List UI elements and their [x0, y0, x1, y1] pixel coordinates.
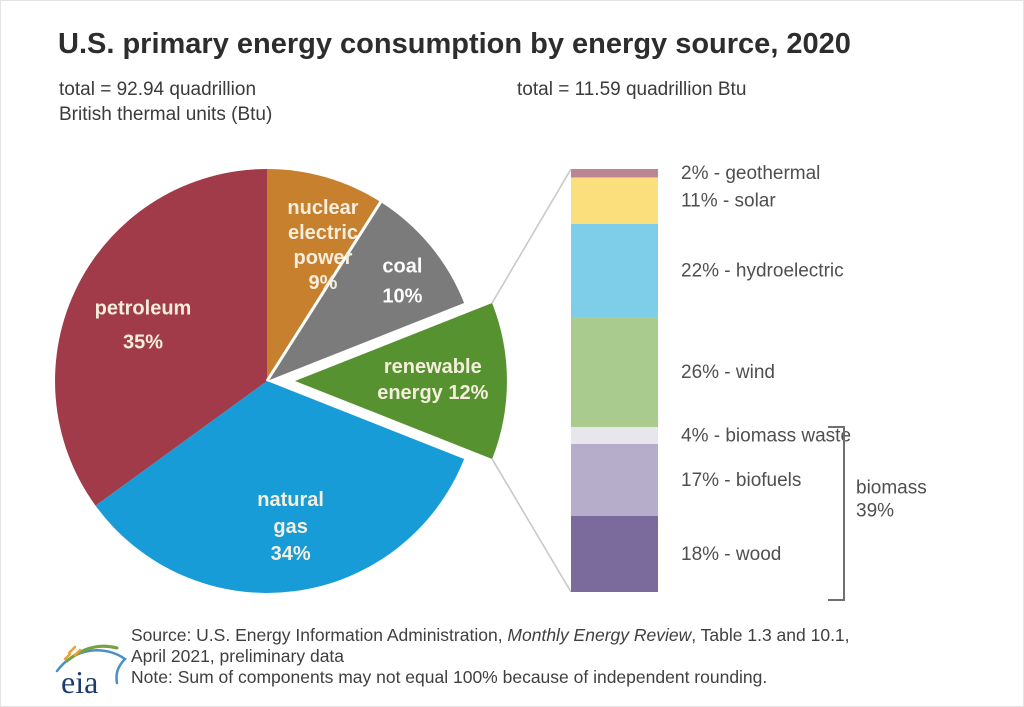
bar-annotation-geothermal: 2% - geothermal	[681, 163, 820, 184]
bar-segment-biomass-waste	[571, 427, 658, 444]
eia-logo: eia	[55, 644, 127, 699]
bar-segment-wood	[571, 515, 658, 592]
bar-annotation-wind: 26% - wind	[681, 362, 775, 383]
slice-separator	[265, 200, 383, 382]
pie-label-nuclear-electric-power: nuclear electric power 9%	[287, 197, 358, 294]
bar-annotation-biofuels: 17% - biofuels	[681, 470, 801, 491]
bar-segment-geothermal	[571, 169, 658, 178]
logo-swoosh-green-icon	[65, 644, 119, 663]
pie-slice-renewable-energy	[295, 303, 507, 459]
bar-segment-hydroelectric	[571, 223, 658, 318]
connector-line-bottom	[491, 458, 572, 593]
pie-label-renewable-energy: renewable energy 12%	[377, 356, 488, 404]
source-italic: Monthly Energy Review	[507, 625, 692, 645]
bar-annotation-biomass-waste: 4% - biomass waste	[681, 425, 851, 446]
pie-total-line1: total = 92.94 quadrillion	[59, 79, 257, 100]
pie-total-label: total = 92.94 quadrillion British therma…	[59, 77, 272, 127]
biomass-bracket	[828, 426, 845, 601]
logo-ray-icon	[63, 645, 82, 661]
pie-label-coal: coal 10%	[382, 256, 422, 308]
logo-text: eia	[61, 664, 98, 699]
connector-line-top	[491, 168, 572, 304]
bar-segment-wind	[571, 317, 658, 428]
pie-slice-petroleum	[55, 169, 267, 506]
source-note: Source: U.S. Energy Information Administ…	[131, 625, 991, 688]
pie-slice-natural-gas	[95, 381, 465, 593]
pie-chart: nuclear electric power 9% coal 10% renewable en…	[55, 169, 507, 593]
pie-slice-coal	[267, 202, 465, 381]
note-line: Note: Sum of components may not equal 10…	[131, 667, 768, 687]
pie-total-line2: British thermal units (Btu)	[59, 104, 273, 125]
pie-label-natural-gas: natural gas 34%	[257, 489, 324, 565]
bar-total-label: total = 11.59 quadrillion Btu	[517, 79, 747, 100]
page-title: U.S. primary energy consumption by energ…	[58, 28, 851, 60]
bar-annotation-hydroelectric: 22% - hydroelectric	[681, 261, 844, 282]
bar-annotation-solar: 11% - solar	[681, 191, 776, 212]
pie-label-petroleum: petroleum 35%	[95, 297, 192, 353]
bar-annotation-wood: 18% - wood	[681, 544, 781, 565]
pie-slice-nuclear-electric-power	[267, 169, 381, 381]
source-suffix: , Table 1.3 and 10.1,	[691, 625, 850, 645]
source-line2: April 2021, preliminary data	[131, 646, 345, 666]
stacked-bar: 2% - geothermal 11% - solar 22% - hydroele…	[571, 163, 927, 601]
source-line1: Source: U.S. Energy Information Administ…	[131, 625, 991, 646]
biomass-bracket-label: biomass 39%	[856, 478, 927, 522]
source-prefix: Source: U.S. Energy Information Administ…	[131, 625, 508, 645]
bar-segment-biofuels	[571, 443, 658, 516]
bar-segment-solar	[571, 177, 658, 224]
